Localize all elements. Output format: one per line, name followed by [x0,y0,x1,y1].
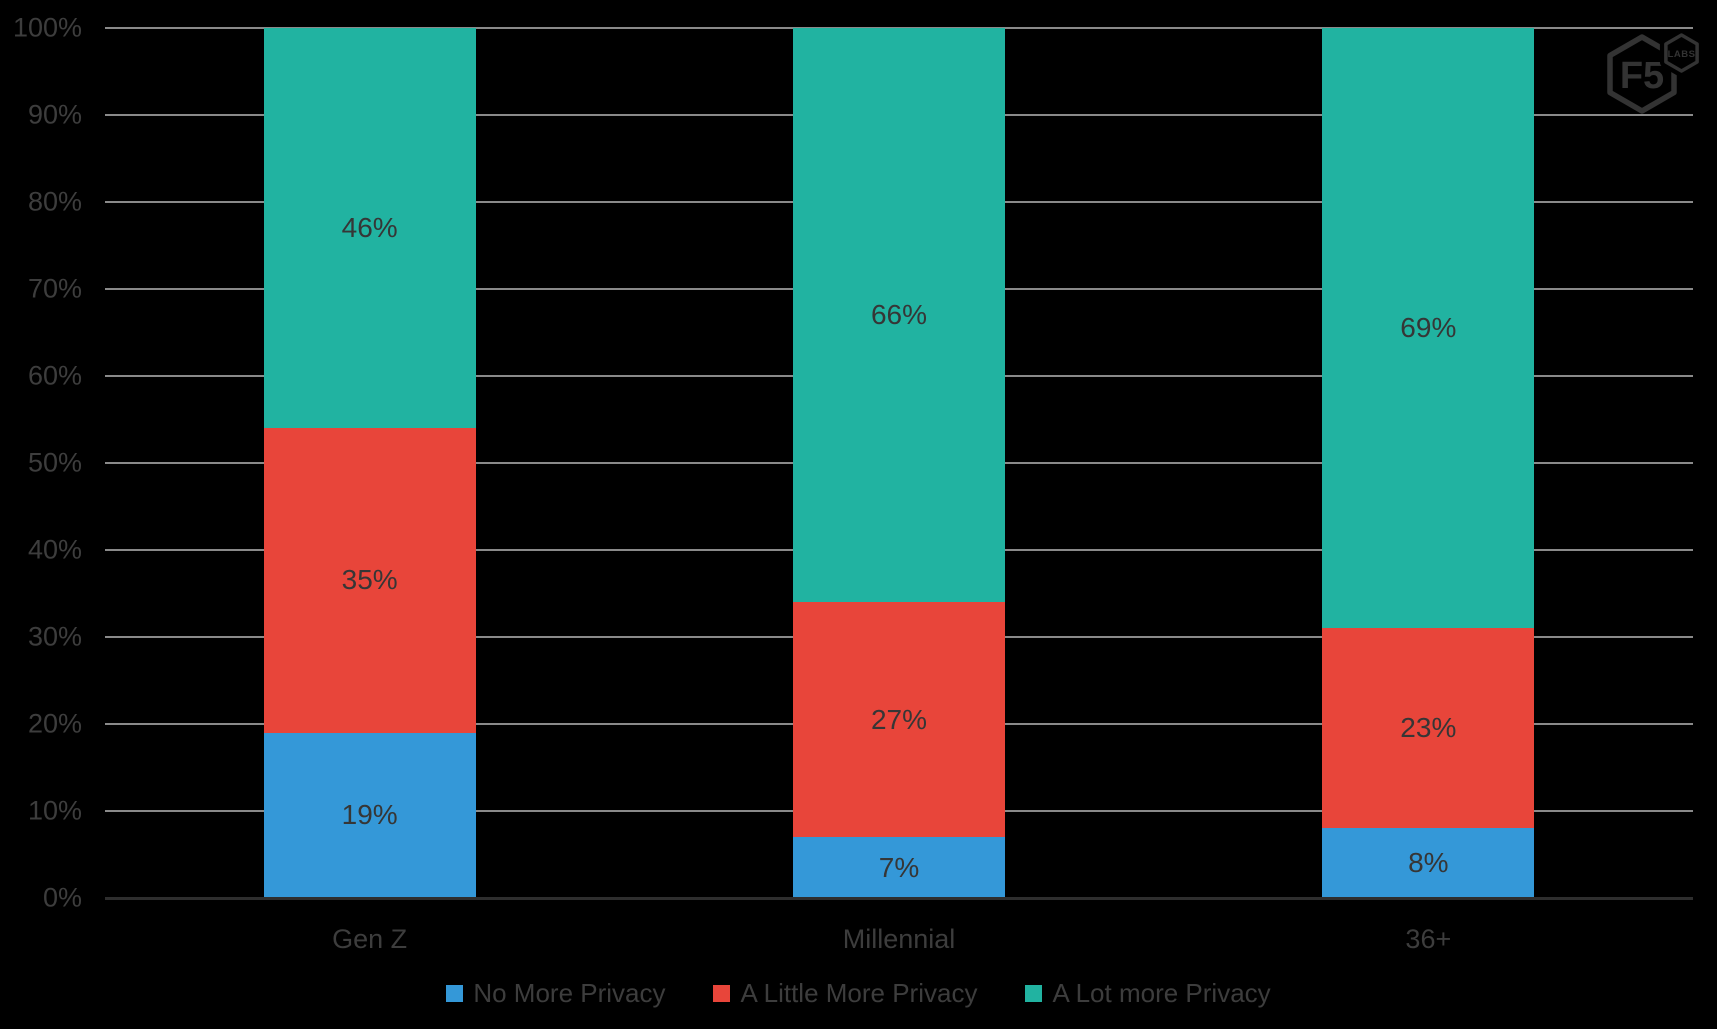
y-axis-tick-label: 100% [12,12,82,43]
legend-label: A Lot more Privacy [1052,978,1271,1008]
f5-logo-text: F5 [1620,55,1664,97]
bar-segment: 46% [263,28,476,429]
labs-hexagon-icon [1664,33,1699,73]
y-axis-tick-label: 50% [27,447,82,478]
x-axis-line [105,897,1693,900]
bar-segment: 19% [263,732,476,898]
legend-swatch-icon [713,985,731,1002]
legend-label: A Little More Privacy [740,978,978,1008]
x-axis-label: Millennial [842,924,956,954]
x-axis-label: 36+ [1405,924,1452,954]
legend-item: A Little More Privacy [713,978,977,1009]
bar-segment: 8% [1322,828,1535,898]
bar-value-label: 19% [341,799,398,831]
bar-value-label: 46% [341,212,398,244]
f5-labs-logo: F5 LABS [1607,29,1704,114]
x-axis-label: Gen Z [332,924,408,954]
bar-value-label: 27% [870,703,928,735]
y-axis-tick-label: 80% [27,186,82,217]
y-axis-tick-label: 60% [27,360,82,391]
bar-group: 46% 35% 19% [263,28,476,898]
y-axis-tick-label: 20% [27,708,82,739]
y-axis-tick-label: 90% [27,99,82,130]
bar-value-label: 66% [870,299,928,331]
legend-swatch-icon [1025,985,1043,1002]
legend-item: No More Privacy [446,978,665,1009]
bar-value-label: 69% [1400,312,1457,344]
bar-value-label: 23% [1400,712,1457,744]
y-axis-tick-label: 40% [27,534,82,565]
bar-segment: 35% [263,428,476,733]
legend-label: No More Privacy [473,978,666,1008]
bar-segment: 69% [1322,28,1535,629]
y-axis-tick-label: 0% [42,882,82,913]
bar-group: 69% 23% 8% [1322,28,1535,898]
legend-swatch-icon [446,985,464,1002]
y-axis-tick-label: 70% [27,273,82,304]
bar-group: 66% 27% 7% [793,28,1005,898]
bar-value-label: 35% [341,564,398,596]
legend-item: A Lot more Privacy [1025,978,1271,1009]
bar-value-label: 7% [878,851,920,883]
legend: No More Privacy A Little More Privacy A Lo… [0,978,1717,1009]
y-axis-tick-label: 10% [27,795,82,826]
y-axis-tick-label: 30% [27,621,82,652]
bar-segment: 23% [1322,628,1535,829]
bar-segment: 66% [793,28,1005,603]
bar-segment: 27% [793,602,1005,838]
bar-value-label: 8% [1408,847,1449,879]
bar-segment: 7% [793,837,1005,898]
gridline [105,27,1693,29]
labs-logo-text: LABS [1668,49,1696,60]
